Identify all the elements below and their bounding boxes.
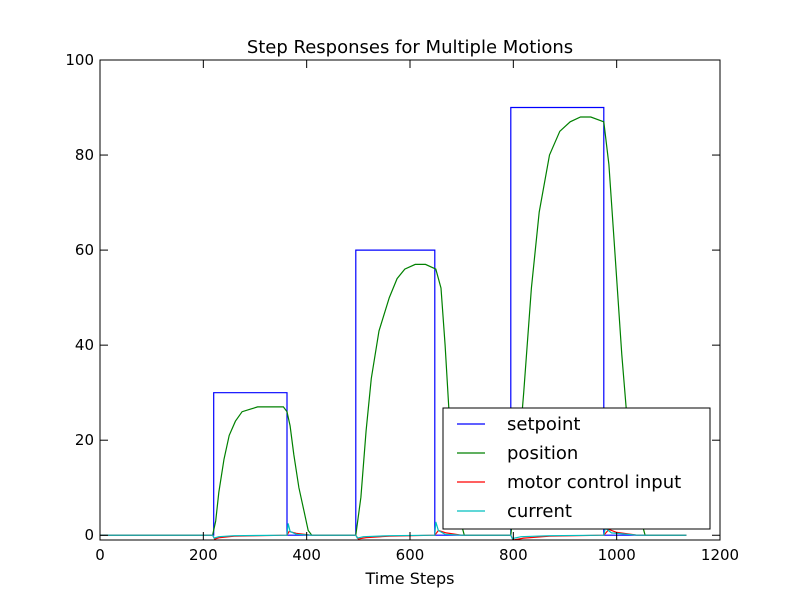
x-tick-label: 800 [499, 546, 528, 564]
x-tick-label: 200 [189, 546, 218, 564]
chart-title: Step Responses for Multiple Motions [247, 37, 573, 58]
y-tick-label: 60 [75, 241, 94, 259]
legend-label: position [507, 443, 578, 464]
series-line-current [100, 521, 687, 540]
legend-label: setpoint [507, 414, 580, 435]
legend-box [442, 407, 711, 530]
y-tick-label: 40 [75, 336, 94, 354]
x-tick-label: 1000 [598, 546, 636, 564]
y-tick-label: 80 [75, 146, 94, 164]
x-tick-label: 0 [95, 546, 105, 564]
legend-label: current [507, 501, 572, 522]
plot-area-frame [99, 59, 721, 541]
y-tick-label: 100 [65, 51, 94, 69]
x-axis-label: Time Steps [364, 569, 454, 588]
x-tick-label: 1200 [701, 546, 739, 564]
x-tick-label: 600 [396, 546, 425, 564]
legend: setpoint position motor control input curre… [442, 407, 711, 530]
legend-label: motor control input [507, 472, 681, 493]
series-line-position [100, 116, 687, 536]
y-tick-label: 20 [75, 431, 94, 449]
series-layer [100, 106, 687, 540]
y-tick-label: 0 [84, 526, 94, 544]
series-line-setpoint [100, 106, 687, 536]
x-tick-label: 400 [292, 546, 321, 564]
axis-ticks: 0 200 400 600 800 1000 1200 0 20 40 60 80 100 [65, 51, 739, 564]
